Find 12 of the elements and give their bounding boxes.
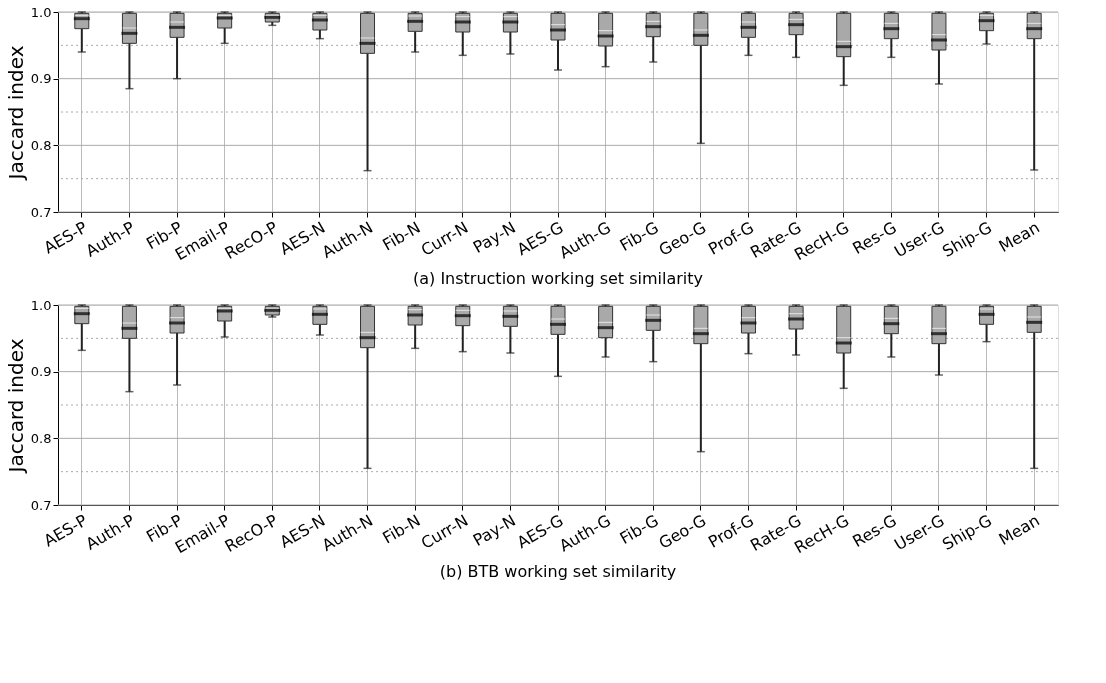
y-tick-label: 0.8 <box>30 430 52 446</box>
text: (b) BTB working set similarity <box>439 561 677 581</box>
y-axis-title: Jaccard index <box>3 45 28 182</box>
y-tick-label: 0.7 <box>30 204 52 220</box>
y-axis-title: Jaccard index <box>3 338 28 475</box>
y-tick-label: 1.0 <box>30 4 52 20</box>
y-tick-label: 0.9 <box>30 71 52 87</box>
y-tick-label: 0.7 <box>30 497 52 513</box>
y-tick-label: 0.9 <box>30 364 52 380</box>
text: (a) Instruction working set similarity <box>412 268 704 288</box>
y-tick-label: 0.8 <box>30 137 52 153</box>
y-tick-label: 1.0 <box>30 297 52 313</box>
